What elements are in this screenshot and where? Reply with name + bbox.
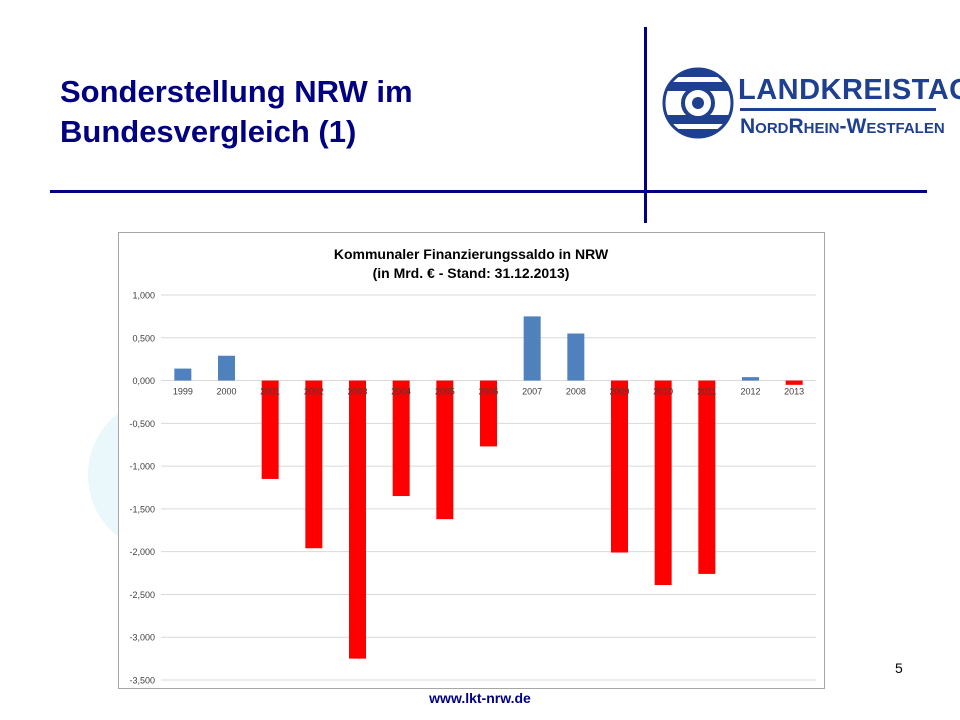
y-tick-label: -3,500 — [129, 676, 155, 686]
x-tick-label: 2005 — [435, 387, 455, 397]
slide-title-line1: Sonderstellung NRW im — [60, 74, 413, 109]
x-tick-label: 2001 — [260, 387, 280, 397]
logo-line2: NordRhein-Westfalen — [740, 115, 945, 138]
x-tick-label: 2002 — [304, 387, 324, 397]
x-tick-label: 2010 — [653, 387, 673, 397]
x-tick-label: 2006 — [478, 387, 498, 397]
bar-2011 — [698, 380, 716, 574]
x-tick-label: 2003 — [347, 387, 367, 397]
bar-2007 — [523, 316, 541, 381]
bar-2008 — [567, 333, 585, 381]
bar-2012 — [742, 377, 759, 381]
x-tick-label: 2004 — [391, 387, 411, 397]
bar-1999 — [174, 368, 192, 381]
y-tick-label: 0,500 — [132, 333, 155, 343]
y-tick-label: -3,000 — [129, 633, 155, 643]
bar-2002 — [305, 380, 323, 549]
x-tick-label: 1999 — [173, 387, 193, 397]
y-tick-label: 1,000 — [132, 291, 155, 301]
chart-frame: 1,000 0,500 0,000 -0,500 -1,000 -1,500 -2,000 -… — [118, 232, 825, 689]
bar-2003 — [349, 380, 366, 659]
bar-layer — [174, 316, 803, 659]
bar-2006 — [480, 380, 497, 447]
bar-2010 — [654, 380, 672, 586]
y-tick-label: -2,500 — [129, 590, 155, 600]
x-tick-label: 2009 — [609, 387, 629, 397]
slide-title: Sonderstellung NRW im Bundesvergleich (1… — [60, 72, 620, 152]
x-tick-label: 2008 — [566, 387, 586, 397]
landkreistag-emblem-icon — [662, 67, 734, 139]
x-tick-label: 2007 — [522, 387, 542, 397]
chart-subtitle: (in Mrd. € - Stand: 31.12.2013) — [373, 265, 570, 281]
page-number: 5 — [895, 660, 903, 676]
x-tick-label: 2013 — [784, 387, 804, 397]
financing-balance-chart: 1,000 0,500 0,000 -0,500 -1,000 -1,500 -2,000 -… — [129, 246, 816, 686]
footer-url: www.lkt-nrw.de — [429, 690, 531, 706]
x-tick-label: 2000 — [216, 387, 236, 397]
horizontal-divider — [50, 190, 927, 193]
bar-2001 — [261, 380, 279, 479]
y-tick-label: -1,000 — [129, 462, 155, 472]
y-tick-label: 0,000 — [132, 376, 155, 386]
bar-2013 — [785, 380, 803, 385]
y-tick-label: -1,500 — [129, 504, 155, 514]
bar-2005 — [436, 380, 454, 520]
x-tick-label: 2012 — [740, 387, 760, 397]
bar-2004 — [392, 380, 410, 497]
logo-rule — [740, 108, 936, 111]
landkreistag-logo: LANDKREISTAG NordRhein-Westfalen — [660, 58, 960, 148]
x-tick-label: 2011 — [697, 387, 716, 397]
slide-title-line2: Bundesvergleich (1) — [60, 114, 357, 149]
grid-layer — [161, 294, 816, 681]
vertical-divider — [644, 27, 647, 223]
logo-line1: LANDKREISTAG — [738, 74, 960, 106]
bar-2000 — [218, 355, 235, 381]
bar-2009 — [611, 380, 628, 553]
ytick-layer: 1,000 0,500 0,000 -0,500 -1,000 -1,500 -2,000 -… — [129, 291, 155, 686]
y-tick-label: -2,000 — [129, 547, 155, 557]
xtick-layer: 1999 2000 2001 2002 2003 2004 2005 2006 2007 2008… — [173, 387, 804, 397]
chart-title: Kommunaler Finanzierungssaldo in NRW — [334, 246, 609, 262]
y-tick-label: -0,500 — [129, 419, 155, 429]
